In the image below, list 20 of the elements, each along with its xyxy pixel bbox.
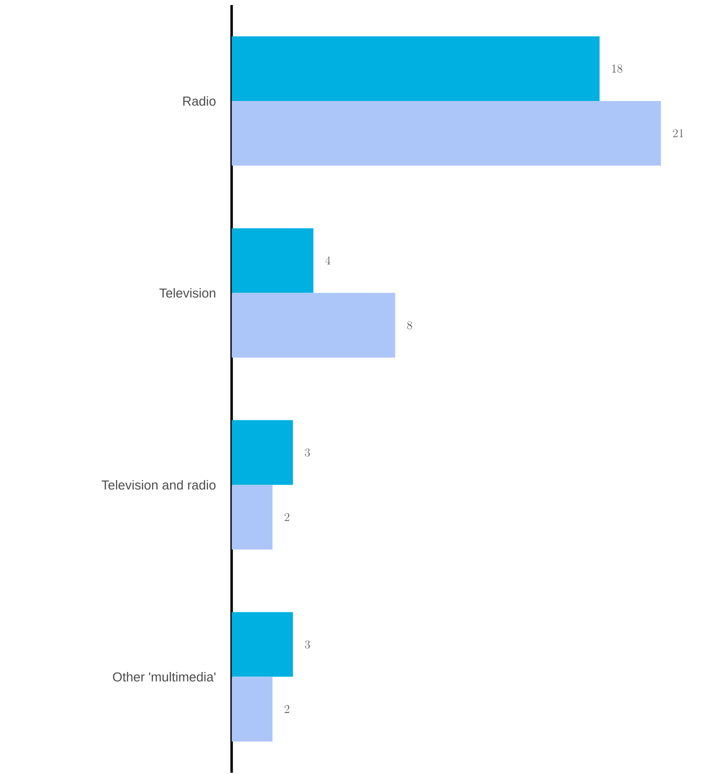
y-tick-label: Other 'multimedia' — [113, 672, 216, 682]
data-label: 4 — [325, 256, 330, 264]
y-tick-label: Television — [159, 288, 216, 298]
bar — [232, 36, 600, 101]
data-label: 18 — [612, 64, 622, 73]
bar — [232, 292, 396, 358]
data-label: 21 — [673, 129, 684, 138]
data-label: 2 — [284, 705, 290, 713]
bar — [232, 100, 661, 166]
bar — [232, 484, 273, 550]
y-tick-label: Television and radio — [102, 480, 216, 490]
data-label: 2 — [284, 513, 290, 522]
bar — [232, 228, 314, 293]
bar — [232, 420, 294, 485]
data-label: 3 — [305, 448, 310, 457]
data-label: 3 — [305, 640, 310, 649]
bar — [232, 612, 294, 677]
y-tick-label: Radio — [183, 96, 216, 106]
data-label: 8 — [407, 321, 412, 330]
bar — [232, 676, 273, 742]
